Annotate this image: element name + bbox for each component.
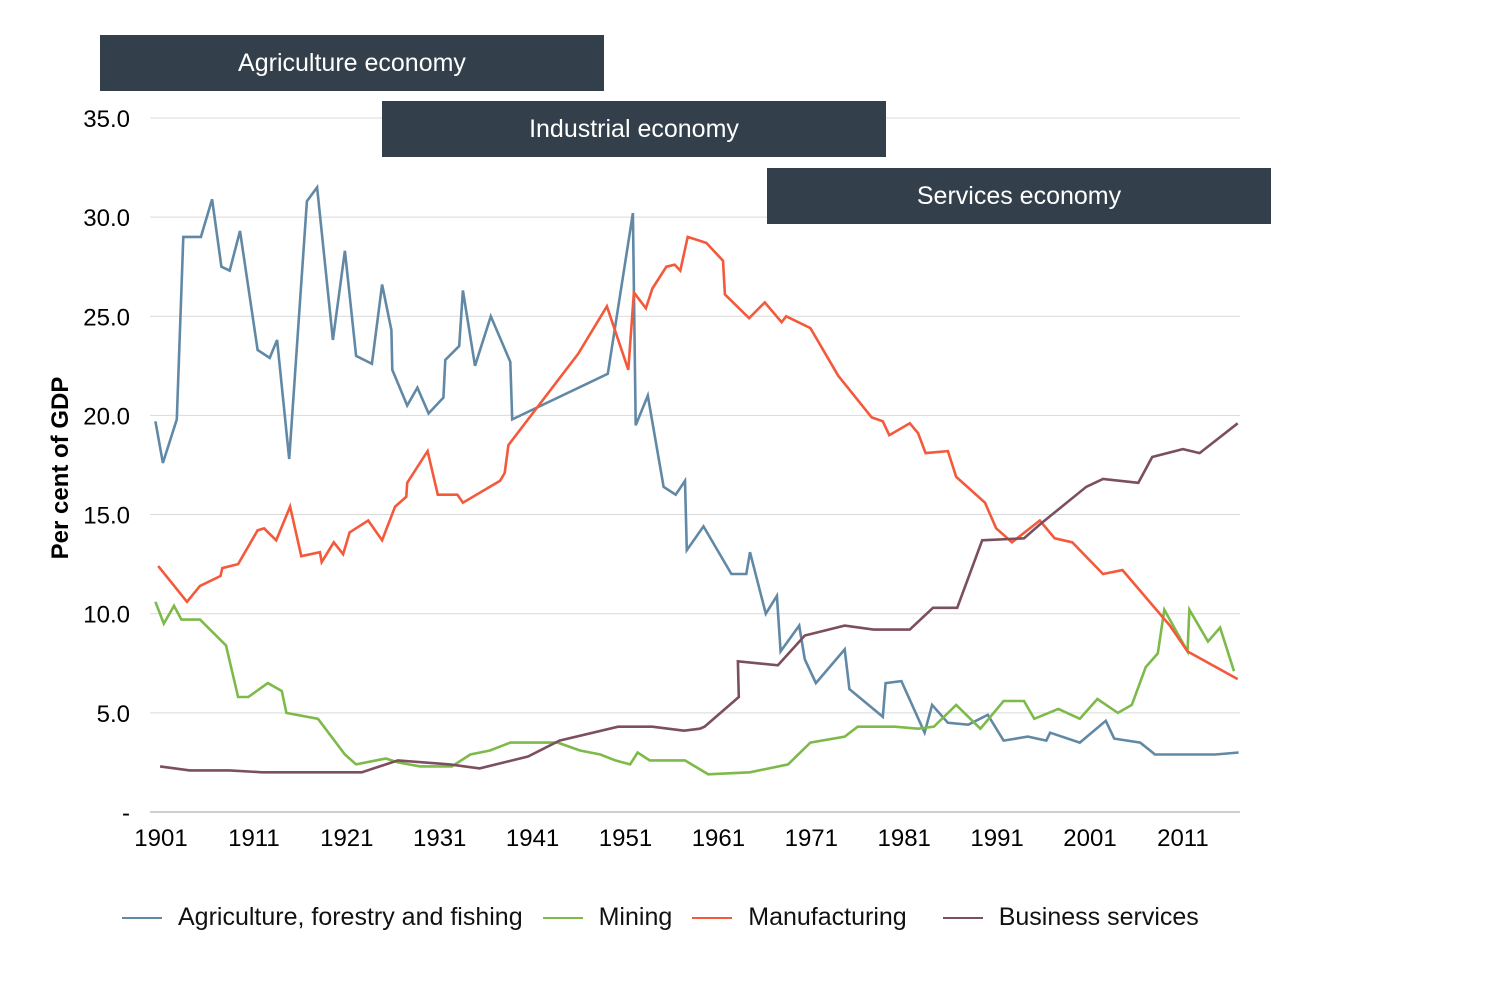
y-axis-label: Per cent of GDP xyxy=(47,377,74,560)
legend-swatch xyxy=(542,916,583,919)
legend-item-manufacturing: Manufacturing xyxy=(692,903,907,932)
y-tick-label: 25.0 xyxy=(83,304,130,331)
annotation-industrial-economy: Industrial economy xyxy=(382,101,886,157)
x-tick-label: 1951 xyxy=(599,825,652,852)
x-tick-label: 1991 xyxy=(970,825,1023,852)
y-tick-label: 20.0 xyxy=(83,403,130,430)
x-tick-label: 1981 xyxy=(878,825,931,852)
x-tick-label: 1931 xyxy=(413,825,466,852)
x-tick-label: 1921 xyxy=(320,825,373,852)
legend-item-agriculture: Agriculture, forestry and fishing xyxy=(122,903,523,932)
x-tick-label: 1961 xyxy=(692,825,745,852)
x-tick-label: 1971 xyxy=(785,825,838,852)
y-tick-label: 15.0 xyxy=(83,503,130,530)
legend-swatch xyxy=(942,916,983,919)
y-tick-label: 10.0 xyxy=(83,602,130,629)
x-tick-label: 2001 xyxy=(1063,825,1116,852)
y-tick-label: 35.0 xyxy=(83,106,130,133)
series-line-agriculture-forestry-and-fishing xyxy=(154,183,1239,756)
y-tick-label: - xyxy=(122,800,130,827)
y-tick-labels: - 5.0 10.0 15.0 20.0 25.0 30.0 35.0 xyxy=(83,106,130,827)
legend: Agriculture, forestry and fishing Mining… xyxy=(122,903,1219,932)
legend-label: Agriculture, forestry and fishing xyxy=(178,903,523,931)
y-tick-label: 5.0 xyxy=(97,701,130,728)
annotation-agriculture-economy: Agriculture economy xyxy=(100,35,604,91)
legend-item-mining: Mining xyxy=(542,903,673,932)
x-tick-label: 2011 xyxy=(1157,825,1209,852)
series-line-manufacturing xyxy=(157,235,1239,681)
legend-swatch xyxy=(122,916,162,919)
x-tick-label: 1911 xyxy=(228,825,280,852)
legend-label: Manufacturing xyxy=(748,903,907,931)
annotation-services-economy: Services economy xyxy=(767,168,1271,224)
series-line-business-services xyxy=(159,422,1239,774)
legend-swatch xyxy=(692,916,733,919)
legend-item-business-services: Business services xyxy=(942,903,1199,932)
legend-label: Business services xyxy=(998,903,1199,931)
x-tick-label: 1901 xyxy=(134,825,187,852)
y-tick-label: 30.0 xyxy=(83,205,130,232)
series-line-mining xyxy=(154,601,1236,776)
legend-label: Mining xyxy=(598,903,673,931)
x-tick-label: 1941 xyxy=(506,825,559,852)
x-tick-labels: 1901 1911 1921 1931 1941 1951 1961 1971 1981 1991… xyxy=(134,825,1208,852)
series-lines xyxy=(154,183,1239,776)
